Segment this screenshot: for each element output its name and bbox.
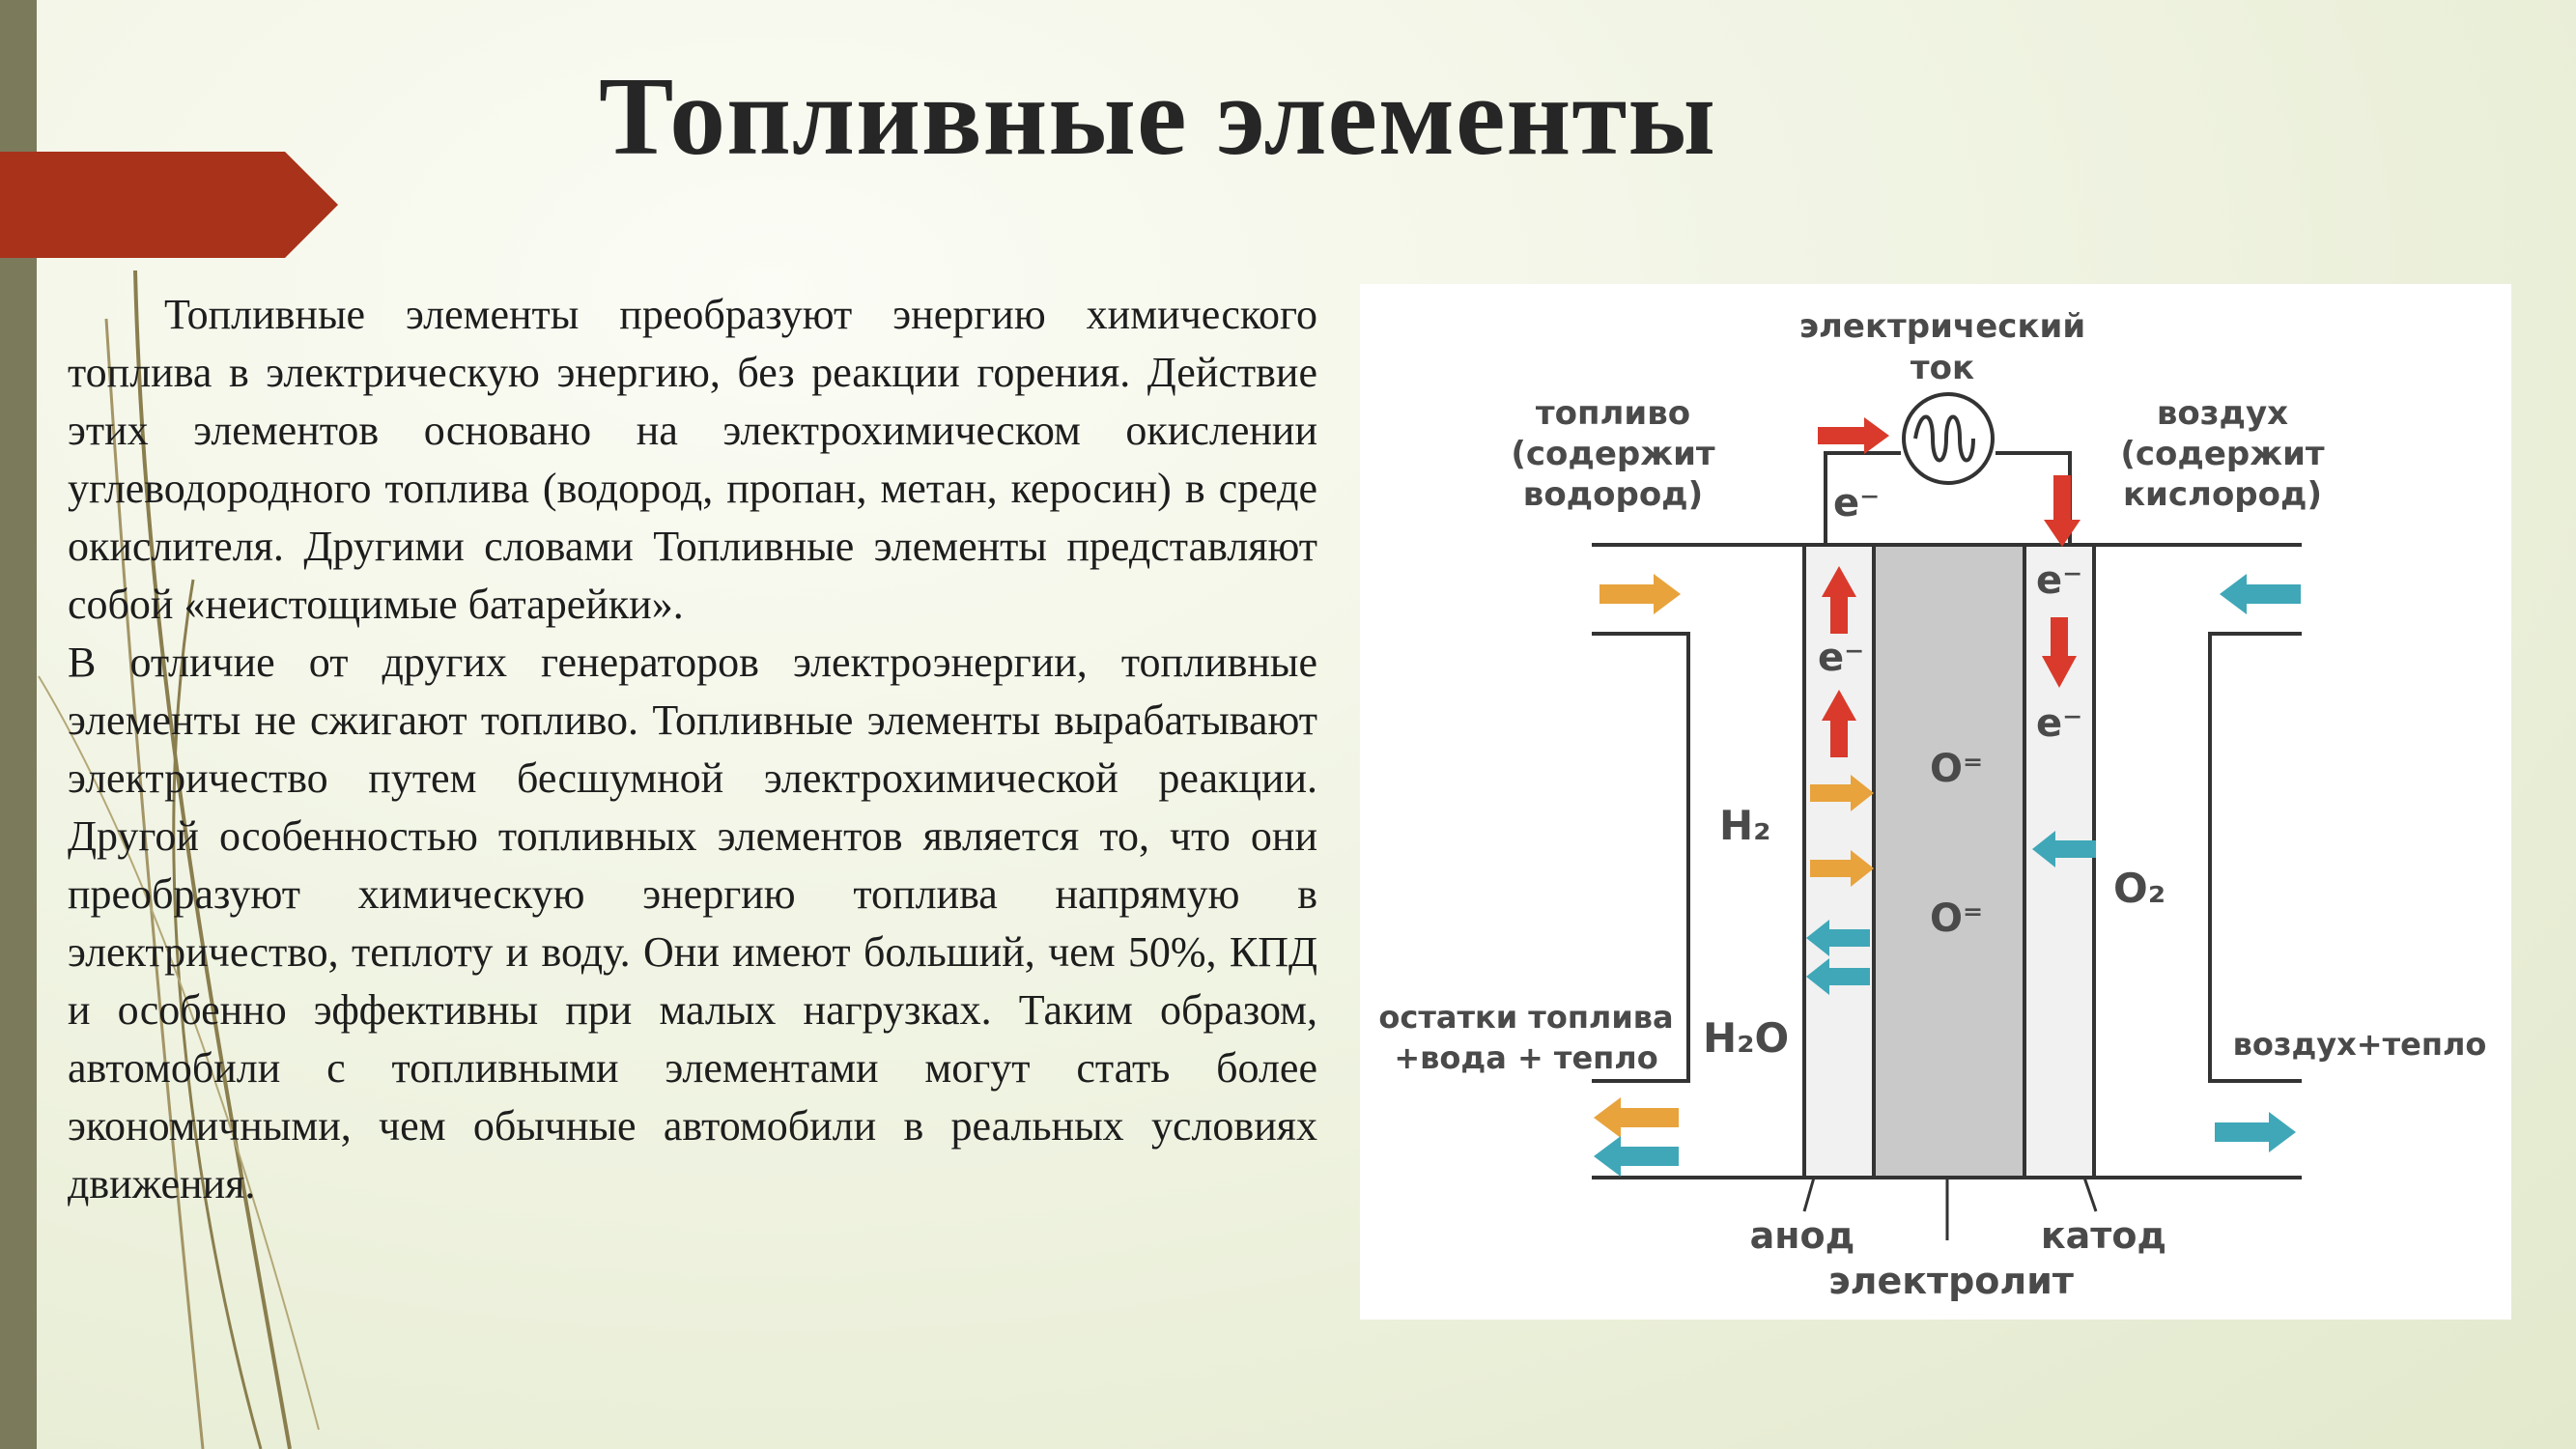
arrow-air-out — [2215, 1112, 2296, 1152]
fuel-cell-svg: электрический ток топливо (содержит водо… — [1378, 307, 2487, 1302]
decorative-grass-lines — [38, 270, 320, 1449]
fuel-label-3: водород) — [1523, 475, 1703, 514]
electron-label-right-1: e⁻ — [2036, 558, 2082, 603]
arrow-water-out-1 — [1806, 920, 1870, 956]
fuel-chamber-wall — [1592, 632, 1690, 1083]
arrow-h2-in-1 — [1810, 775, 1874, 811]
arrow-fuel-out-teal — [1594, 1136, 1679, 1177]
arrow-air-in — [2220, 574, 2301, 614]
arrow-current-down — [2044, 475, 2081, 547]
cathode-pointer — [2082, 1177, 2098, 1212]
anode-pointer — [1802, 1177, 1816, 1212]
electrolyte-label: электролит — [1828, 1260, 2074, 1302]
arrow-electron-up-1 — [1822, 566, 1856, 634]
o2-label: O₂ — [2113, 865, 2166, 912]
electron-label-top-left: e⁻ — [1833, 481, 1880, 526]
paragraph-1: Топливные элементы преобразуют энергию х… — [68, 291, 1317, 628]
fuel-label-1: топливо — [1536, 394, 1690, 433]
body-text: Топливные элементы преобразуют энергию х… — [68, 286, 1317, 1213]
current-label-2: ток — [1911, 349, 1974, 387]
anode-label: анод — [1750, 1214, 1855, 1257]
title-accent-tab — [0, 152, 338, 258]
arrow-water-out-2 — [1806, 958, 1870, 995]
electrolyte-layer — [1872, 543, 2026, 1179]
oxide-ion-label-2: O⁼ — [1930, 896, 1983, 941]
h2o-label: H₂O — [1703, 1014, 1789, 1062]
electron-label-right-2: e⁻ — [2036, 701, 2082, 746]
h2-label: H₂ — [1719, 802, 1771, 849]
red-tab-shape — [0, 152, 338, 258]
air-chamber-wall — [2208, 632, 2302, 1083]
slide-title: Топливные элементы — [599, 55, 1716, 179]
cathode-label: катод — [2041, 1214, 2166, 1257]
arrow-o2-in — [2032, 831, 2096, 867]
arrow-electron-down-1 — [2042, 617, 2077, 688]
circuit-wire-left — [1824, 451, 1901, 545]
exhaust-label-2: +вода + тепло — [1394, 1039, 1657, 1076]
air-label-2: (содержит — [2120, 435, 2325, 473]
arrow-current-right — [1818, 417, 1889, 454]
air-heat-label: воздух+тепло — [2233, 1026, 2487, 1063]
electron-label-left: e⁻ — [1818, 636, 1864, 680]
exhaust-label-1: остатки топлива — [1378, 999, 1673, 1036]
air-label-3: кислород) — [2123, 475, 2322, 514]
oxide-ion-label-1: O⁼ — [1930, 747, 1983, 791]
arrow-h2-in-2 — [1810, 850, 1874, 887]
fuel-cell-diagram: электрический ток топливо (содержит водо… — [1360, 284, 2511, 1320]
arrow-fuel-in — [1599, 574, 1681, 614]
fuel-label-2: (содержит — [1511, 435, 1715, 473]
current-label-1: электрический — [1799, 307, 2085, 346]
paragraph-2: В отличие от других генераторов электроэ… — [68, 639, 1317, 1208]
arrow-electron-up-2 — [1822, 690, 1856, 757]
arrow-fuel-out-orange — [1594, 1097, 1679, 1138]
coil-icon — [1913, 414, 1975, 463]
air-label-1: воздух — [2157, 394, 2288, 433]
